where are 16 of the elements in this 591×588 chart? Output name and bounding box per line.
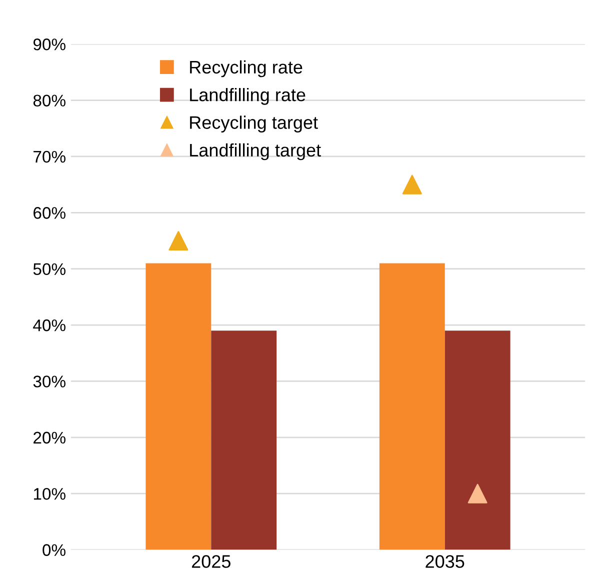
y-tick-label: 30% (33, 376, 66, 388)
x-tick-label: 2035 (426, 555, 464, 568)
y-tick-label: 60% (34, 207, 66, 219)
legend-label: Recycling rate (190, 60, 302, 78)
legend-label: Recycling target (190, 116, 318, 133)
y-tick-label: 0% (42, 544, 66, 556)
x-tick-label: 2025 (192, 555, 230, 568)
legend-label: Landfilling rate (190, 88, 306, 105)
y-tick-label: 90% (33, 38, 66, 50)
y-tick-label: 40% (33, 319, 66, 332)
y-tick-label: 80% (33, 94, 66, 106)
y-tick-label: 20% (34, 432, 66, 444)
y-tick-label: 50% (33, 263, 66, 276)
y-tick-label: 10% (34, 488, 66, 500)
y-tick-label: 70% (34, 150, 66, 163)
legend-label: Landfilling target (190, 143, 321, 160)
